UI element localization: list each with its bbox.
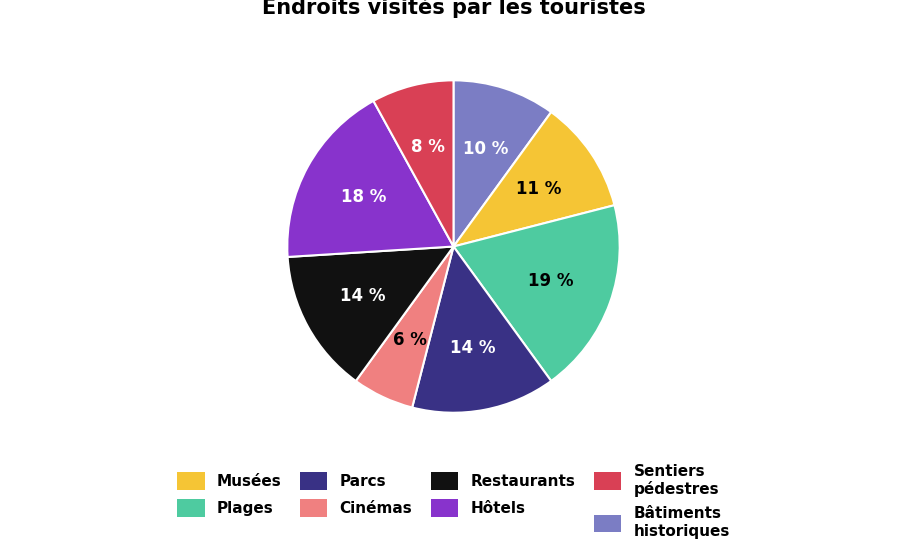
Wedge shape [454,205,619,381]
Text: 10 %: 10 % [463,140,508,157]
Wedge shape [288,101,454,257]
Title: Endroits visités par les touristes: Endroits visités par les touristes [261,0,646,18]
Text: 8 %: 8 % [411,138,444,156]
Text: 19 %: 19 % [528,273,573,290]
Wedge shape [374,80,454,247]
Text: 14 %: 14 % [340,287,386,305]
Wedge shape [412,247,551,413]
Text: 6 %: 6 % [393,331,426,349]
Wedge shape [454,80,551,247]
Wedge shape [454,112,614,247]
Wedge shape [356,247,454,408]
Legend: Musées, Plages, Parcs, Cinémas, Restaurants, Hôtels, Sentiers
pédestres, Bâtimen: Musées, Plages, Parcs, Cinémas, Restaura… [170,456,737,546]
Text: 14 %: 14 % [450,338,495,357]
Text: 11 %: 11 % [516,179,561,198]
Wedge shape [288,247,454,381]
Text: 18 %: 18 % [340,188,385,206]
